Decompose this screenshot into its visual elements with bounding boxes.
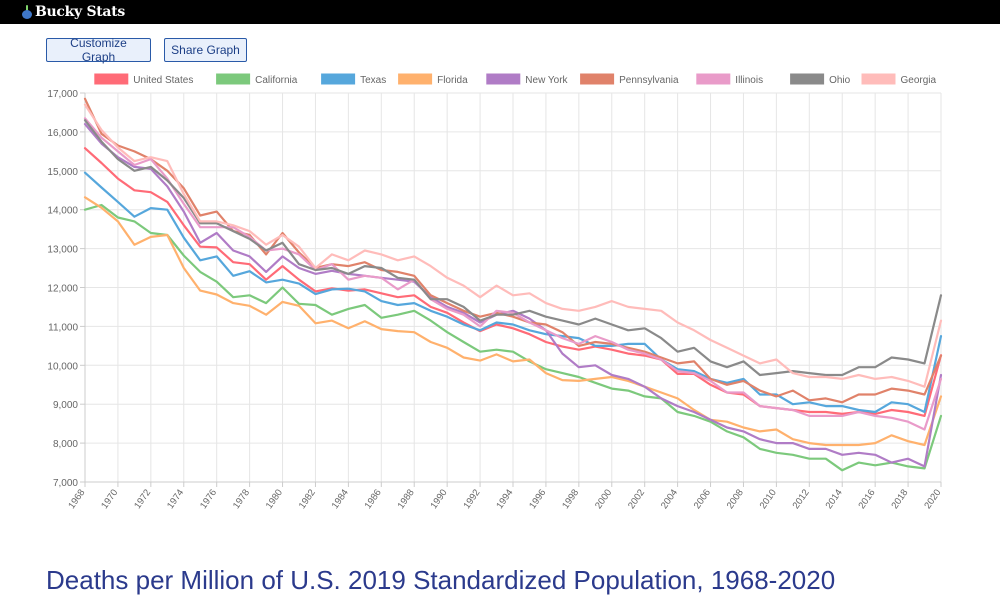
page-title: Deaths per Million of U.S. 2019 Standard… (46, 565, 836, 595)
legend-label: Georgia (901, 75, 937, 86)
y-tick-label: 8,000 (53, 439, 78, 450)
x-tick-label: 1986 (363, 487, 384, 511)
y-tick-label: 11,000 (48, 322, 78, 333)
x-tick-label: 1978 (231, 487, 252, 511)
x-tick-label: 1984 (330, 487, 351, 511)
x-tick-label: 1982 (297, 487, 318, 511)
legend-swatch (696, 73, 731, 85)
y-tick-label: 7,000 (53, 478, 78, 489)
legend-swatch (398, 73, 433, 85)
x-tick-label: 1974 (165, 487, 186, 511)
bucky-logo-icon (22, 5, 32, 19)
line-chart: 7,000 8,000 9,000 10,000 11,000 12,000 13,000 1… (47, 73, 943, 511)
legend-swatch (216, 73, 251, 85)
x-tick-label: 1976 (198, 487, 219, 511)
x-tick-label: 2020 (922, 487, 943, 511)
site-logo[interactable]: Bucky Stats (22, 3, 125, 21)
x-tick-label: 1988 (396, 487, 417, 511)
y-tick-label: 10,000 (47, 361, 78, 372)
x-tick-label: 1998 (560, 487, 581, 511)
x-tick-label: 2000 (593, 487, 614, 511)
y-tick-label: 9,000 (53, 400, 78, 411)
x-tick-label: 1994 (494, 487, 515, 511)
series-line (83, 171, 943, 414)
series-line (83, 103, 943, 388)
legend-label: California (255, 75, 298, 86)
x-tick-label: 1970 (99, 487, 120, 511)
legend-swatch (580, 73, 615, 85)
x-tick-label: 2016 (856, 487, 877, 511)
x-tick-label: 2002 (626, 487, 647, 511)
share-graph-button[interactable]: Share Graph (164, 38, 247, 62)
top-bar: Bucky Stats (0, 0, 1000, 24)
series-line (83, 117, 943, 431)
legend-swatch (486, 73, 521, 85)
x-tick-label: 2014 (824, 487, 845, 511)
legend-label: Ohio (829, 75, 851, 86)
x-tick-label: 2012 (791, 487, 812, 511)
legend-label: United States (133, 75, 193, 86)
x-tick-label: 1972 (132, 487, 153, 511)
series-line (83, 119, 943, 377)
legend-swatch (861, 73, 896, 85)
legend-swatch (321, 73, 356, 85)
x-tick-label: 1980 (264, 487, 285, 511)
customize-graph-button[interactable]: Customize Graph (46, 36, 151, 64)
series-line (83, 203, 943, 472)
x-tick-label: 2008 (725, 487, 746, 511)
y-tick-label: 17,000 (47, 89, 78, 100)
series-line (83, 147, 943, 417)
x-tick-label: 2004 (659, 487, 680, 511)
x-tick-label: 2006 (692, 487, 713, 511)
y-tick-label: 13,000 (47, 245, 78, 256)
y-tick-label: 14,000 (47, 206, 78, 217)
legend-swatch (790, 73, 825, 85)
legend-label: Texas (360, 75, 386, 86)
series-line (83, 196, 943, 447)
legend-label: Florida (437, 75, 468, 86)
logo-text: Bucky Stats (35, 4, 125, 20)
x-tick-label: 1990 (428, 487, 449, 511)
series-line (83, 122, 943, 468)
x-tick-label: 2010 (758, 487, 779, 511)
y-tick-label: 16,000 (47, 128, 78, 139)
legend-label: Illinois (735, 75, 763, 86)
x-tick-label: 1992 (461, 487, 482, 511)
y-tick-label: 15,000 (47, 167, 78, 178)
legend-swatch (94, 73, 129, 85)
y-tick-label: 12,000 (47, 284, 78, 295)
x-tick-label: 1968 (66, 487, 87, 511)
x-tick-label: 2018 (889, 487, 910, 511)
legend-label: New York (525, 75, 568, 86)
x-tick-label: 1996 (527, 487, 548, 511)
legend-label: Pennsylvania (619, 75, 679, 86)
